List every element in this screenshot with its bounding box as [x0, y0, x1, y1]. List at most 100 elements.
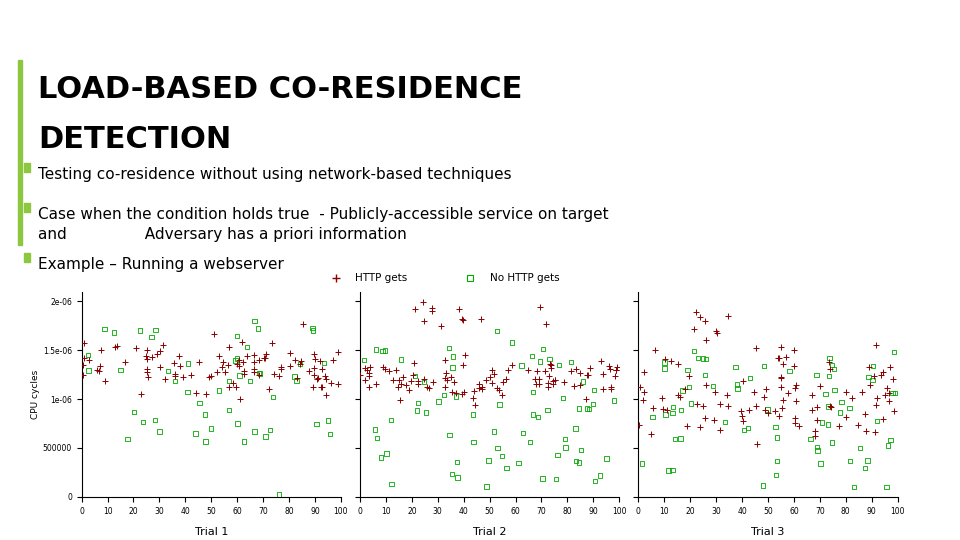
Point: [383, 416, 398, 424]
Point: [667, 435, 683, 443]
Point: [455, 315, 470, 323]
Bar: [24, 163, 30, 172]
Point: [401, 386, 417, 394]
Point: [665, 465, 681, 474]
Point: [449, 457, 465, 466]
Point: [370, 434, 385, 442]
Point: [166, 359, 181, 368]
Point: [791, 422, 806, 430]
Point: [734, 376, 750, 385]
Point: [838, 413, 853, 421]
Point: [823, 402, 838, 411]
Point: [221, 383, 236, 391]
Point: [712, 426, 728, 434]
Point: [180, 388, 195, 396]
Point: [822, 357, 837, 366]
Point: [869, 416, 884, 425]
Point: [865, 376, 880, 384]
Point: [558, 435, 573, 443]
Point: [730, 384, 745, 393]
Point: [832, 408, 848, 417]
Point: [153, 363, 168, 372]
Point: [324, 379, 339, 387]
Point: [369, 380, 384, 388]
Point: [149, 349, 164, 358]
Point: [318, 372, 333, 380]
Point: [532, 380, 547, 388]
Point: [682, 382, 697, 391]
Point: [231, 356, 247, 364]
Point: [571, 458, 587, 467]
Point: [479, 482, 494, 491]
Point: [386, 375, 401, 384]
Point: [658, 355, 673, 363]
Point: [251, 370, 266, 379]
Point: [809, 416, 825, 424]
Point: [686, 325, 702, 333]
Point: [75, 361, 90, 369]
Point: [516, 429, 531, 437]
Point: [479, 376, 494, 385]
Point: [879, 384, 895, 393]
Point: [865, 362, 880, 370]
Point: [228, 383, 243, 391]
Point: [314, 382, 329, 391]
Point: [405, 370, 420, 379]
Point: [373, 453, 389, 462]
Point: [247, 350, 262, 359]
Point: [362, 369, 377, 377]
Point: [541, 354, 557, 363]
Point: [776, 396, 791, 404]
Point: [656, 404, 671, 413]
Point: [140, 373, 156, 381]
Point: [247, 317, 262, 326]
Point: [252, 369, 268, 378]
Point: [77, 354, 92, 362]
Point: [537, 366, 552, 375]
Point: [490, 444, 505, 453]
Point: [489, 384, 504, 393]
Point: [852, 443, 868, 452]
Point: [425, 378, 441, 387]
Point: [89, 366, 105, 374]
Point: [733, 407, 749, 416]
Point: [886, 348, 901, 356]
Point: [842, 403, 857, 412]
Point: [748, 343, 763, 352]
Point: [572, 380, 588, 389]
Point: [540, 379, 556, 388]
Point: [107, 328, 122, 337]
Point: [564, 357, 579, 366]
Point: [822, 372, 837, 380]
Point: [144, 353, 159, 361]
Point: [885, 374, 900, 383]
Point: [812, 382, 828, 390]
Point: [192, 357, 207, 366]
Point: [857, 409, 873, 418]
Point: [287, 372, 302, 381]
Point: [139, 368, 155, 377]
Point: [603, 383, 618, 391]
Point: [862, 381, 877, 389]
Point: [465, 394, 480, 402]
Point: [456, 316, 471, 325]
X-axis label: Trial 2: Trial 2: [473, 526, 506, 537]
Point: [580, 370, 595, 379]
Point: [467, 400, 482, 409]
Point: [300, 367, 316, 376]
Point: [319, 374, 334, 383]
Point: [689, 400, 705, 409]
Point: [381, 367, 396, 375]
Point: [782, 0, 798, 3]
Text: Case when the condition holds true  - Publicly-accessible service on target
and : Case when the condition holds true - Pub…: [38, 207, 609, 242]
Point: [679, 421, 694, 430]
Point: [869, 401, 884, 410]
Point: [239, 351, 254, 360]
Point: [167, 376, 182, 385]
Point: [545, 377, 561, 386]
Point: [474, 383, 490, 392]
Point: [609, 362, 624, 371]
Point: [501, 366, 516, 375]
Point: [772, 354, 787, 362]
Point: [756, 362, 772, 370]
